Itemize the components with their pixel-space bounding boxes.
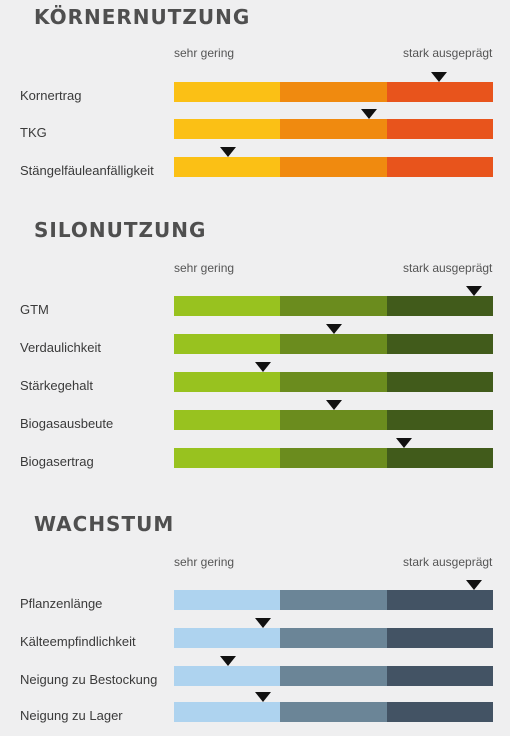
rating-row: TKG bbox=[0, 109, 510, 141]
rating-scale-bar bbox=[174, 580, 493, 610]
scale-segment-1 bbox=[174, 448, 281, 468]
scale-segment-1 bbox=[174, 410, 281, 430]
scale-segment-2 bbox=[280, 334, 387, 354]
rating-marker bbox=[255, 618, 272, 628]
rating-scale-bar bbox=[174, 324, 493, 354]
scale-high-label: stark ausgeprägt bbox=[403, 555, 493, 569]
rating-label: Pflanzenlänge bbox=[20, 596, 103, 611]
rating-row: Pflanzenlänge bbox=[0, 580, 510, 612]
scale-segment-2 bbox=[280, 296, 387, 316]
rating-marker bbox=[465, 286, 482, 296]
rating-scale-bar bbox=[174, 286, 493, 316]
rating-row: Biogasertrag bbox=[0, 438, 510, 470]
rating-scale-bar bbox=[174, 109, 493, 139]
scale-segment-1 bbox=[174, 82, 281, 102]
rating-marker bbox=[325, 400, 342, 410]
scale-low-label: sehr gering bbox=[174, 261, 235, 275]
scale-segment-2 bbox=[280, 628, 387, 648]
scale-segment-3 bbox=[386, 119, 493, 139]
section-title: WACHSTUM bbox=[34, 512, 175, 536]
scale-low-label: sehr gering bbox=[174, 46, 235, 60]
rating-row: Neigung zu Bestockung bbox=[0, 656, 510, 688]
rating-label: TKG bbox=[20, 125, 47, 140]
scale-high-label: stark ausgeprägt bbox=[403, 46, 493, 60]
scale-segment-1 bbox=[174, 296, 281, 316]
rating-row: Biogasausbeute bbox=[0, 400, 510, 432]
rating-label: Kornertrag bbox=[20, 88, 82, 103]
section-title: SILONUTZUNG bbox=[34, 218, 207, 242]
scale-segment-3 bbox=[386, 702, 493, 722]
rating-label: GTM bbox=[20, 302, 49, 317]
scale-segment-2 bbox=[280, 590, 387, 610]
scale-segment-1 bbox=[174, 157, 281, 177]
scale-segment-1 bbox=[174, 119, 281, 139]
rating-marker bbox=[220, 656, 237, 666]
rating-row: Kornertrag bbox=[0, 72, 510, 104]
scale-segment-1 bbox=[174, 590, 281, 610]
scale-segment-3 bbox=[386, 157, 493, 177]
rating-marker bbox=[255, 692, 272, 702]
rating-marker bbox=[430, 72, 447, 82]
scale-segment-1 bbox=[174, 702, 281, 722]
scale-segment-2 bbox=[280, 157, 387, 177]
scale-high-label: stark ausgeprägt bbox=[403, 261, 493, 275]
rating-label: Verdaulichkeit bbox=[20, 340, 101, 355]
scale-segment-2 bbox=[280, 702, 387, 722]
rating-scale-bar bbox=[174, 72, 493, 102]
rating-scale-bar bbox=[174, 692, 493, 722]
scale-segment-2 bbox=[280, 410, 387, 430]
scale-segment-2 bbox=[280, 372, 387, 392]
scale-segment-3 bbox=[386, 448, 493, 468]
scale-segment-3 bbox=[386, 296, 493, 316]
rating-scale-bar bbox=[174, 656, 493, 686]
rating-row: Stängelfäuleanfälligkeit bbox=[0, 147, 510, 179]
scale-segment-1 bbox=[174, 666, 281, 686]
rating-scale-bar bbox=[174, 438, 493, 468]
rating-row: GTM bbox=[0, 286, 510, 318]
rating-scale-bar bbox=[174, 618, 493, 648]
rating-row: Verdaulichkeit bbox=[0, 324, 510, 356]
scale-segment-3 bbox=[386, 590, 493, 610]
scale-segment-1 bbox=[174, 628, 281, 648]
rating-row: Neigung zu Lager bbox=[0, 692, 510, 724]
scale-segment-3 bbox=[386, 410, 493, 430]
section-title: KÖRNERNUTZUNG bbox=[34, 5, 251, 29]
rating-marker bbox=[325, 324, 342, 334]
rating-label: Biogasertrag bbox=[20, 454, 94, 469]
rating-row: Stärkegehalt bbox=[0, 362, 510, 394]
rating-marker bbox=[220, 147, 237, 157]
scale-segment-3 bbox=[386, 372, 493, 392]
scale-low-label: sehr gering bbox=[174, 555, 235, 569]
rating-marker bbox=[255, 362, 272, 372]
rating-scale-bar bbox=[174, 147, 493, 177]
scale-segment-3 bbox=[386, 628, 493, 648]
rating-label: Kälteempfindlichkeit bbox=[20, 634, 136, 649]
rating-scale-bar bbox=[174, 400, 493, 430]
rating-marker bbox=[465, 580, 482, 590]
scale-segment-2 bbox=[280, 448, 387, 468]
rating-label: Stärkegehalt bbox=[20, 378, 93, 393]
scale-segment-1 bbox=[174, 372, 281, 392]
rating-label: Stängelfäuleanfälligkeit bbox=[20, 163, 154, 178]
scale-segment-2 bbox=[280, 119, 387, 139]
scale-segment-3 bbox=[386, 666, 493, 686]
rating-label: Neigung zu Lager bbox=[20, 708, 123, 723]
scale-segment-2 bbox=[280, 666, 387, 686]
scale-segment-2 bbox=[280, 82, 387, 102]
rating-scale-bar bbox=[174, 362, 493, 392]
rating-marker bbox=[395, 438, 412, 448]
rating-label: Biogasausbeute bbox=[20, 416, 114, 431]
rating-row: Kälteempfindlichkeit bbox=[0, 618, 510, 650]
scale-segment-1 bbox=[174, 334, 281, 354]
rating-label: Neigung zu Bestockung bbox=[20, 672, 158, 687]
rating-marker bbox=[360, 109, 377, 119]
scale-segment-3 bbox=[386, 82, 493, 102]
scale-segment-3 bbox=[386, 334, 493, 354]
